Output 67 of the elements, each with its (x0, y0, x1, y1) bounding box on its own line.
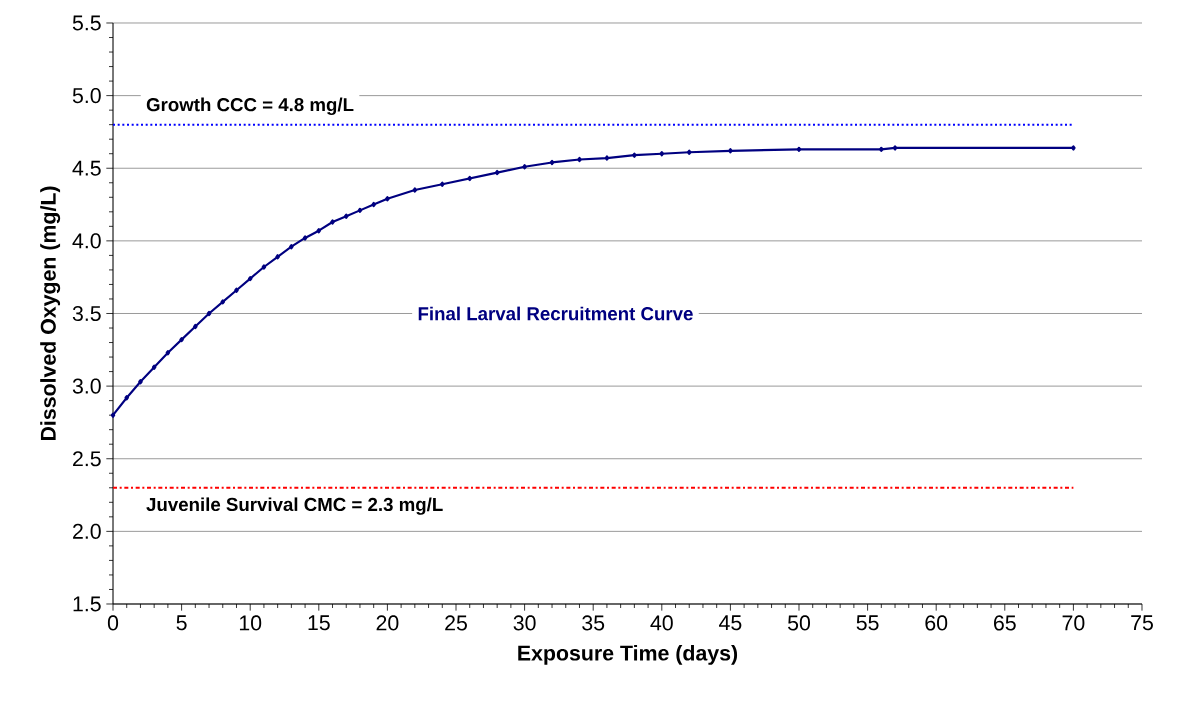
point (275, 254, 280, 260)
point (892, 145, 898, 151)
point (302, 235, 308, 241)
point (138, 379, 143, 385)
point (879, 146, 884, 153)
point (412, 187, 418, 193)
point (659, 151, 665, 157)
x-tick-label: 70 (1062, 615, 1085, 631)
y-tick-label: 5.0 (72, 88, 101, 104)
x-tick-label: 45 (719, 615, 742, 631)
x-tick-label: 60 (925, 615, 948, 631)
text: Final Larval Recruitment Curve (418, 306, 693, 321)
point (316, 228, 322, 234)
point (604, 155, 610, 161)
point (261, 264, 267, 270)
point (110, 412, 116, 418)
ref-line-label: Juvenile Survival CMC = 2.3 mg/L (146, 497, 443, 515)
y-tick-label: 2.5 (73, 451, 101, 467)
x-tick-label: 20 (376, 615, 399, 631)
x-tick-label: 25 (445, 615, 467, 631)
x-tick-label: 30 (513, 615, 536, 631)
y-tick-label: 2.0 (73, 523, 101, 539)
x-tick-label: 40 (650, 615, 673, 631)
point (206, 310, 212, 317)
point (1071, 145, 1076, 151)
point (522, 164, 527, 170)
point (289, 244, 294, 250)
point (179, 336, 184, 343)
point (385, 196, 390, 202)
point (549, 159, 555, 166)
point (494, 169, 500, 176)
x-tick-label: 55 (856, 615, 879, 631)
point (728, 148, 733, 154)
x-tick-label: 15 (308, 615, 330, 631)
y-tick-label: 3.0 (72, 378, 101, 394)
point (577, 156, 582, 163)
point (796, 146, 802, 153)
point (330, 219, 335, 225)
ref-line-label: Growth CCC = 4.8 mg/L (146, 97, 354, 116)
x-tick-label: 50 (787, 615, 811, 631)
point (234, 287, 239, 293)
point (686, 149, 692, 155)
point (247, 275, 253, 282)
y-tick-label: 4.0 (72, 233, 101, 249)
x-axis-title: Exposure Time (days) (518, 644, 738, 665)
y-tick-label: 4.5 (72, 160, 101, 176)
x-tick-label: 35 (582, 615, 605, 631)
point (343, 213, 349, 219)
y-tick-label: 3.5 (72, 305, 101, 322)
x-tick-label: 75 (1131, 615, 1153, 631)
point (151, 364, 157, 370)
point (220, 299, 226, 305)
x-tick-label: 0 (107, 615, 119, 631)
y-tick-label: 1.5 (73, 596, 101, 612)
y-tick-label: 5.5 (72, 15, 101, 31)
point (165, 350, 171, 356)
x-tick-label: 5 (176, 615, 187, 631)
point (193, 323, 198, 330)
x-tick-label: 65 (994, 615, 1016, 631)
point (467, 175, 472, 182)
point (632, 152, 637, 158)
point (357, 207, 363, 214)
point (371, 201, 376, 208)
y-axis-title: Dissolved Oxygen (mg/L) (40, 186, 61, 441)
point (440, 181, 445, 187)
point (124, 395, 129, 401)
x-tick-label: 10 (239, 615, 262, 631)
